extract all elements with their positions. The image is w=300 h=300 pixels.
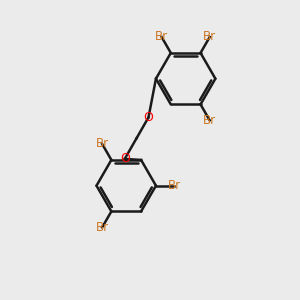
- Text: Br: Br: [155, 31, 168, 44]
- Text: Br: Br: [96, 137, 109, 151]
- Text: O: O: [144, 111, 154, 124]
- Text: O: O: [120, 152, 130, 165]
- Text: Br: Br: [203, 114, 216, 127]
- Text: Br: Br: [96, 221, 109, 234]
- Text: Br: Br: [203, 31, 216, 44]
- Text: Br: Br: [168, 179, 181, 192]
